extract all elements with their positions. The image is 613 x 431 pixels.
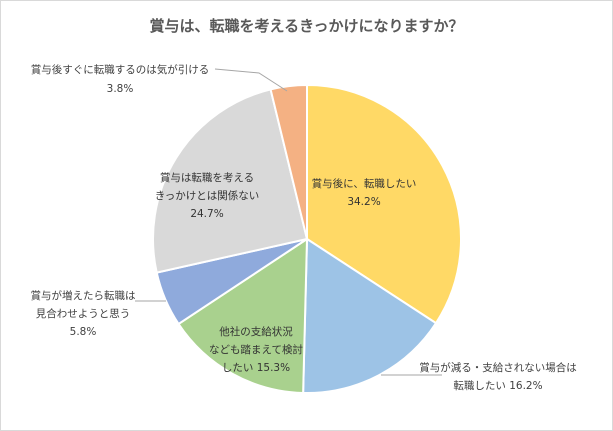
pie-slice-1 [302,237,438,394]
slice-label-4: 賞与は転職を考えるきっかけとは関係ない 24.7% [155,171,260,220]
pie-slice-5 [269,83,308,240]
slice-value: 34.2% [347,196,380,208]
slice-value: 5.8% [70,326,97,338]
slice-value: 3.8% [107,83,134,95]
slice-label-line: きっかけとは関係ない [155,190,260,202]
pie-slice-4 [152,88,309,274]
slice-label-line: 転職したい 16.2% [453,380,542,392]
slice-label-line: 他社の支給状況 [219,325,293,338]
slice-label-line: 賞与後に、転職したい [312,177,417,190]
slice-label-line: したい 15.3% [222,362,290,374]
slice-label-line: なども踏まえて検討 [209,343,303,356]
slice-label-5: 賞与後すぐに転職するのは気が引ける 3.8% [31,63,210,95]
chart-title: 賞与は、転職を考えるきっかけになりますか？ [149,17,464,35]
leader-line-5 [214,68,288,92]
slice-label-line: 賞与が増えたら転職は [31,289,136,302]
slice-label-1: 賞与が減る・支給されない場合は転職したい 16.2% [419,361,577,392]
slice-label-line: 賞与は転職を考える [160,171,254,184]
pie-slice-2 [177,237,309,394]
slice-label-line: 見合わせようと思う [36,307,131,320]
slice-label-3: 賞与が増えたら転職は見合わせようと思う 5.8% [31,289,136,338]
slice-label-line: 賞与が減る・支給されない場合は [419,361,577,374]
slice-label-line: 賞与後すぐに転職するのは気が引ける [31,63,210,76]
slice-label-2: 他社の支給状況なども踏まえて検討したい 15.3% [209,325,303,374]
slice-label-0: 賞与後に、転職したい 34.2% [312,177,417,208]
slice-value: 24.7% [190,208,223,220]
